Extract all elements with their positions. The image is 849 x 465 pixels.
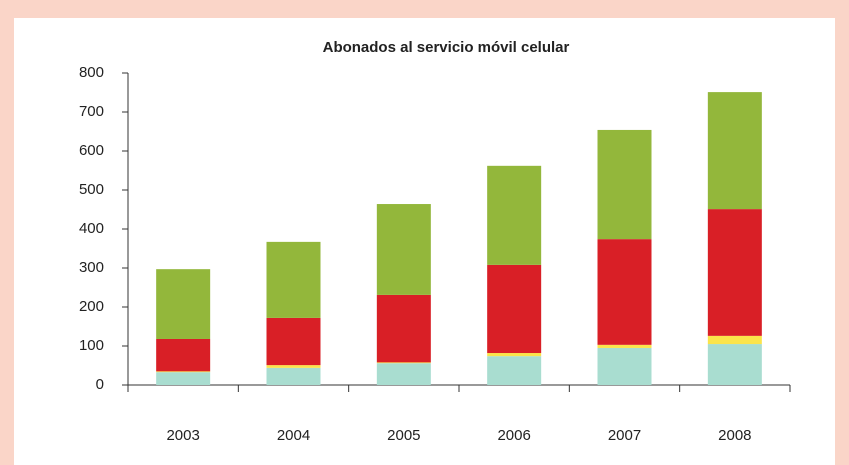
y-tick-label: 600	[79, 142, 104, 159]
x-tick-label: 2004	[277, 427, 310, 444]
bar-segment	[707, 344, 762, 385]
y-tick-label: 200	[79, 298, 104, 315]
x-tick-label: 2003	[166, 427, 199, 444]
bar-segment	[487, 264, 542, 354]
y-tick-label: 0	[96, 376, 104, 393]
bar-segment	[487, 356, 542, 385]
bar-segment	[707, 209, 762, 336]
y-tick-label: 300	[79, 259, 104, 276]
bar-segment	[156, 372, 211, 385]
bar-segment	[156, 371, 211, 373]
bar-segment	[266, 365, 321, 368]
bar-segment	[597, 344, 652, 348]
bar-segment	[156, 269, 211, 339]
y-tick-label: 700	[79, 103, 104, 120]
y-tick-label: 500	[79, 181, 104, 198]
bar-segment	[376, 204, 431, 295]
x-tick-label: 2006	[497, 427, 530, 444]
bar-segment	[487, 165, 542, 265]
bar-segment	[487, 353, 542, 357]
bar-segment	[376, 362, 431, 364]
bar-segment	[707, 335, 762, 345]
bar-segment	[156, 338, 211, 372]
x-tick-label: 2007	[608, 427, 641, 444]
y-tick-label: 100	[79, 337, 104, 354]
bar-segment	[376, 363, 431, 385]
x-tick-label: 2008	[718, 427, 751, 444]
bar-segment	[266, 367, 321, 385]
bar-segment	[376, 294, 431, 363]
y-tick-label: 800	[79, 64, 104, 81]
bar-segment	[707, 92, 762, 210]
chart-title: Abonados al servicio móvil celular	[323, 39, 570, 56]
x-tick-label: 2005	[387, 427, 420, 444]
bar-segment	[266, 241, 321, 318]
bar-segment	[597, 347, 652, 385]
bar-segment	[266, 317, 321, 366]
y-tick-label: 400	[79, 220, 104, 237]
bar-segment	[597, 129, 652, 240]
bar-segment	[597, 239, 652, 345]
